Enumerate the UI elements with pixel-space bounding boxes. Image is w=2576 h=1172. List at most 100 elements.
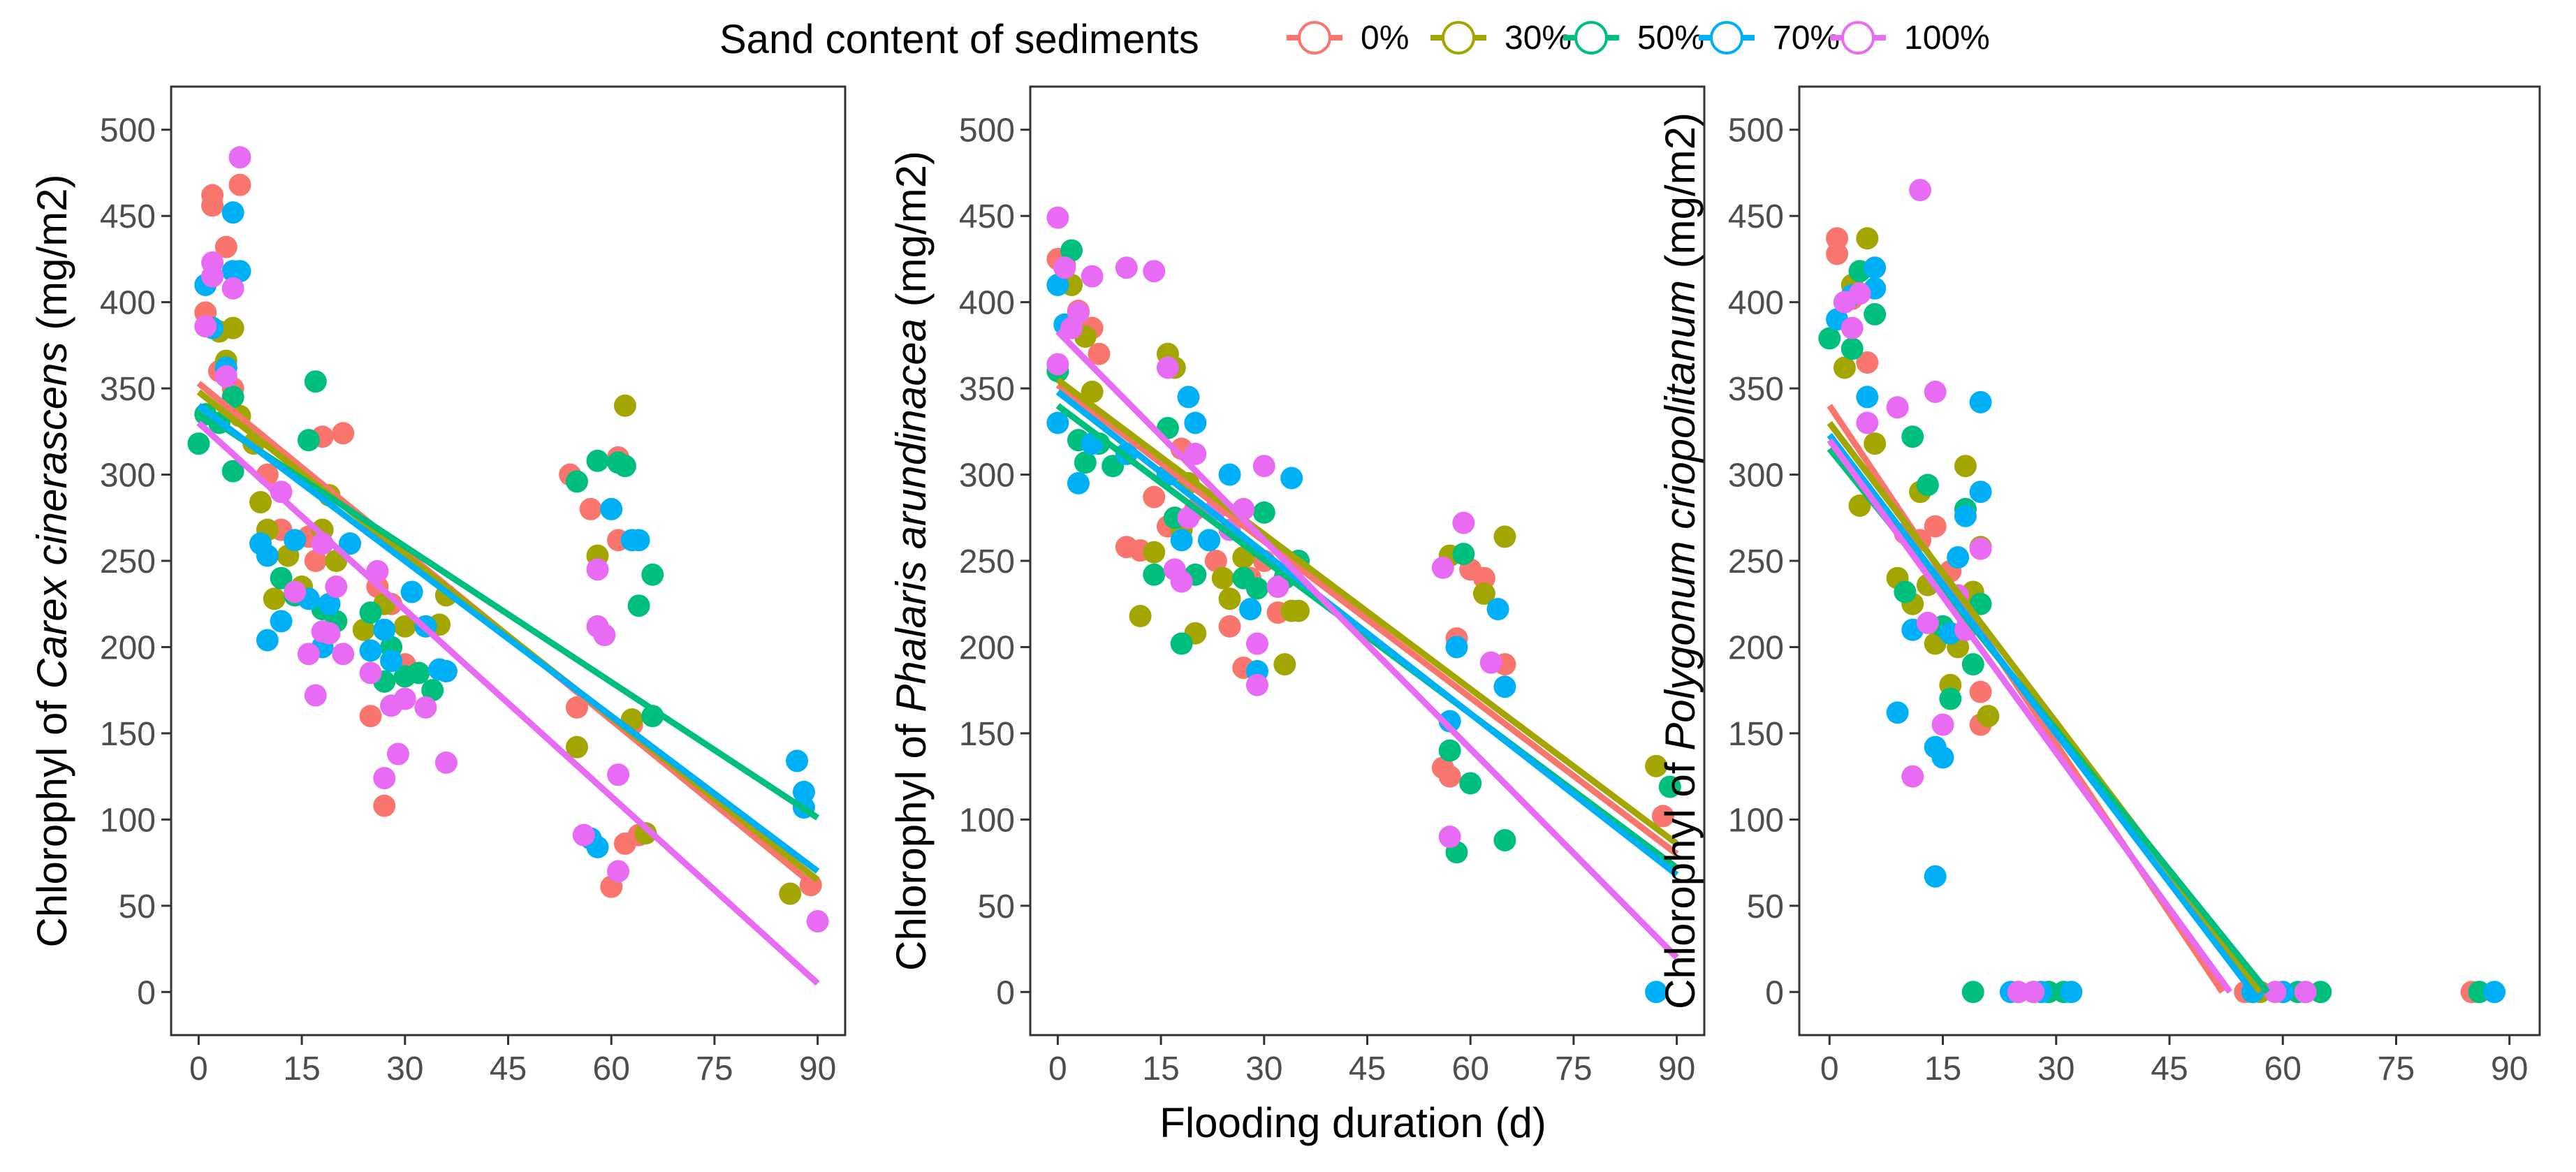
panel-0-series-4-point-15 <box>359 661 382 684</box>
panel-1-series-0-fit-line <box>1055 382 1679 857</box>
panel-2-xtick-label-1: 15 <box>1924 1050 1961 1087</box>
panel-1-series-0-point-12 <box>1218 615 1241 638</box>
panel-1-series-2-point-21 <box>1493 828 1516 851</box>
panel-0-xtick-label-0: 0 <box>189 1050 208 1087</box>
panel-1-series-4-point-10 <box>1170 570 1193 593</box>
panel-1-series-3-point-0 <box>1046 411 1069 434</box>
legend-label-2: 50% <box>1637 20 1704 57</box>
panel-0-series-4-point-28 <box>607 860 630 883</box>
legend: Sand content of sediments 0% 30% 50% 70% 100… <box>719 17 1990 62</box>
panel-1-series-1-point-18 <box>1472 582 1495 605</box>
panel-1-series-1-point-19 <box>1493 525 1516 548</box>
panel-0-series-4-point-9 <box>304 684 327 707</box>
panel-0-series-4-point-2 <box>201 265 224 288</box>
panel-1-ytick-label-8: 400 <box>959 285 1015 322</box>
panel-1-series-2-point-1 <box>1060 239 1083 262</box>
panel-0-series-1-point-20 <box>613 394 636 417</box>
panel-0-series-0-point-23 <box>579 497 602 520</box>
panel-0-series-4-point-27 <box>607 763 630 786</box>
panel-1-series-2-point-14 <box>1252 501 1275 524</box>
panel-1-series-0-point-18 <box>1438 765 1461 788</box>
panel-0-series-4-point-6 <box>270 481 293 504</box>
panel-2-xtick-label-6: 90 <box>2491 1050 2528 1087</box>
panel-0-series-3-point-14 <box>339 532 362 555</box>
panel-0: 0 50 100 150 200 250 300 350 400 450 500 0 15 30 45 60 7… <box>29 85 847 1087</box>
panel-2-series-1-point-4 <box>1864 432 1887 455</box>
panel-0-series-3-point-13 <box>318 592 341 615</box>
panel-2-series-2-point-10 <box>1961 653 1984 676</box>
panel-0-ylabel-species: Carex cinerascens <box>29 342 75 689</box>
panel-0-series-0-point-3 <box>214 235 237 258</box>
panel-0-series-2-point-22 <box>641 563 664 586</box>
panel-1-series-1-point-4 <box>1129 605 1152 628</box>
panel-0-series-3-point-26 <box>627 529 650 552</box>
panel-1-series-3-point-11 <box>1218 463 1241 486</box>
panel-1-series-4-point-5 <box>1081 265 1104 288</box>
panel-0-series-4-point-7 <box>284 580 307 603</box>
panel-2-series-2-point-11 <box>1961 981 1984 1004</box>
panel-1-ytick-label-3: 150 <box>959 716 1015 753</box>
panel-0-series-3-point-28 <box>792 780 815 803</box>
panel-1-series-4-point-0 <box>1046 206 1069 229</box>
panel-0-ytick-label-4: 200 <box>100 629 156 666</box>
panel-0-series-3-fit-line <box>196 403 820 874</box>
panel-1-series-2-point-20 <box>1459 772 1482 795</box>
panel-2-ytick-label-4: 200 <box>1728 629 1784 666</box>
panel-1-series-4-point-4 <box>1067 301 1090 324</box>
panel-1-ytick-label-6: 300 <box>959 457 1015 495</box>
panel-1-data <box>1046 206 1681 1004</box>
panel-2-xtick-label-4: 60 <box>2264 1050 2301 1087</box>
panel-2-y-axis-title: Chlorophyl of Polygonum criopolitanum (m… <box>1657 112 1704 1009</box>
panel-1-series-4-point-18 <box>1252 455 1275 478</box>
panel-2-series-4-point-9 <box>1931 713 1954 736</box>
panel-1-ytick-label-1: 50 <box>978 888 1015 925</box>
panel-1-series-2-point-22 <box>1658 775 1681 798</box>
panel-1-series-3-point-17 <box>1486 598 1509 621</box>
panel-2-xtick-label-5: 75 <box>2378 1050 2415 1087</box>
panel-0-ytick-label-1: 50 <box>119 888 156 925</box>
panel-0-series-4-point-3 <box>214 365 237 388</box>
panel-2-ytick-label-3: 150 <box>1728 716 1784 753</box>
panel-1-series-0-point-23 <box>1651 805 1674 828</box>
panel-1-series-4-point-12 <box>1184 442 1207 465</box>
panel-0-series-0-point-17 <box>373 794 396 817</box>
panel-2-ylabel-species: Polygonum criopolitanum <box>1657 280 1704 751</box>
panel-2-ytick-label-10: 500 <box>1728 112 1784 149</box>
panel-0-series-1-point-23 <box>779 882 802 905</box>
panel-2-series-4-point-5 <box>1901 765 1924 788</box>
panel-1-series-1-point-5 <box>1143 541 1166 564</box>
panel-0-xtick-label-6: 90 <box>799 1050 836 1087</box>
panel-0-series-0-point-2 <box>201 194 224 217</box>
panel-1-series-1-point-16 <box>1287 599 1310 622</box>
panel-1-series-4-point-17 <box>1245 673 1268 696</box>
legend-marker-4 <box>1841 21 1875 54</box>
panel-2-series-3-point-14 <box>1969 390 1992 413</box>
panel-2-data <box>1818 179 2506 1004</box>
legend-item-0: 0% <box>1287 20 1409 57</box>
panel-1-series-3-point-15 <box>1438 710 1461 733</box>
panel-0-series-0-point-14 <box>304 550 327 572</box>
panel-1-series-4-point-7 <box>1143 260 1166 283</box>
panel-1-series-0-point-4 <box>1088 342 1111 365</box>
panel-1-xtick-label-4: 60 <box>1452 1050 1489 1087</box>
panel-1-series-4-point-21 <box>1438 826 1461 849</box>
panel-0-series-3-point-10 <box>284 529 307 552</box>
panel-0-y-axis-title: Chlorophyl of Carex cinerascens (mg/m2) <box>29 174 75 947</box>
panel-1-series-3-point-9 <box>1184 411 1207 434</box>
panel-2-ylabel-suffix: (mg/m2) <box>1657 112 1704 280</box>
panel-0-series-3-point-15 <box>359 639 382 662</box>
panel-0-ytick-label-8: 400 <box>100 285 156 322</box>
panel-2-series-1-point-3 <box>1856 227 1879 250</box>
panel-1-series-2-point-19 <box>1452 543 1475 566</box>
panel-2-series-2-point-6 <box>1916 474 1939 497</box>
panel-1-series-4-point-23 <box>1479 651 1502 674</box>
panel-2-series-4-point-3 <box>1856 411 1879 434</box>
x-axis-title: Flooding duration (d) <box>1159 1099 1546 1146</box>
panel-0-xtick-label-5: 75 <box>696 1050 733 1087</box>
panel-0-series-4-point-13 <box>325 576 348 599</box>
panel-0-ylabel-suffix: (mg/m2) <box>29 174 75 342</box>
panel-1-series-3-fit-line <box>1055 389 1679 877</box>
panel-0-series-3-point-9 <box>270 610 293 633</box>
panel-1-xtick-label-5: 75 <box>1555 1050 1592 1087</box>
